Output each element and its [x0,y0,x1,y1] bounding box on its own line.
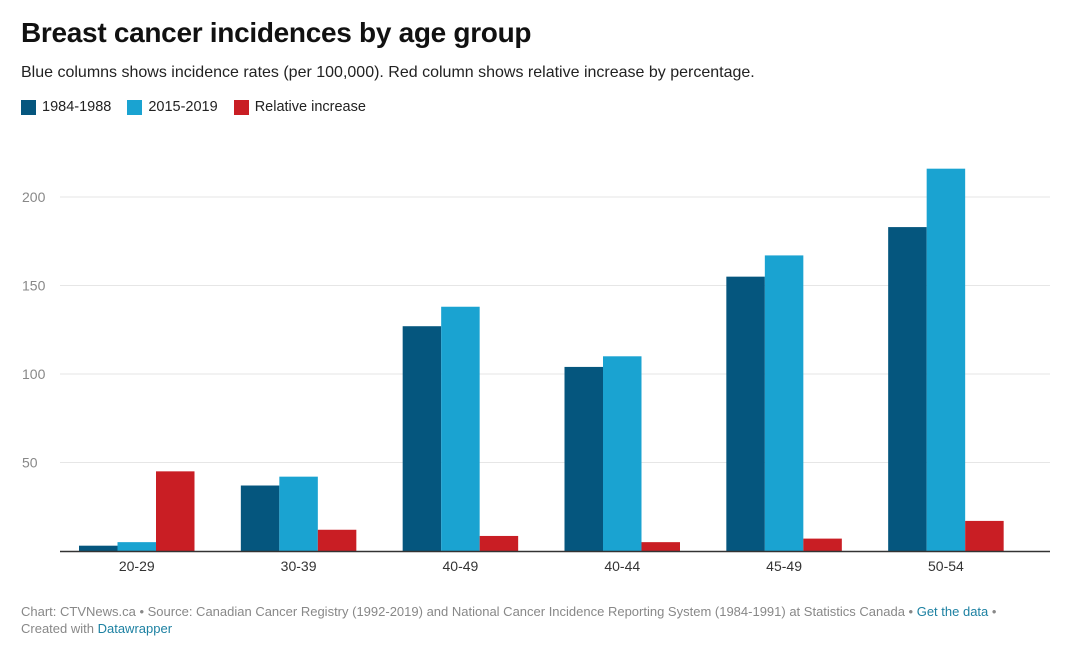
x-tick-label-40-44: 40-44 [604,558,640,574]
x-tick-label-30-39: 30-39 [281,558,317,574]
bar-relative-increase-20-29 [156,471,195,551]
legend-swatch-2015-2019 [127,99,143,115]
bar-1984-1988-50-54 [888,227,927,551]
x-tick-label-40-49: 40-49 [443,558,479,574]
bar-2015-2019-20-29 [117,542,156,551]
bar-1984-1988-30-39 [240,485,280,551]
legend-item-1984-1988: 1984-1988 [21,99,111,115]
chart-title: Breast cancer incidences by age group [21,17,532,48]
bar-relative-increase-40-44 [641,542,680,551]
bar-1984-1988-40-49 [402,326,442,551]
bar-1984-1988-45-49 [726,276,765,551]
datawrapper-link[interactable]: Datawrapper [97,621,173,636]
legend-label-2015-2019: 2015-2019 [148,99,218,115]
bar-1984-1988-40-44 [564,366,603,551]
bar-2015-2019-30-39 [279,476,318,551]
legend-swatch-relative-increase [233,99,249,115]
legend-swatch-1984-1988 [21,99,36,115]
legend-item-relative-increase: Relative increase [233,99,366,115]
bar-2015-2019-50-54 [926,168,966,551]
x-tick-label-50-54: 50-54 [928,558,964,574]
bar-2015-2019-40-49 [441,306,480,551]
legend-label-1984-1988: 1984-1988 [42,99,112,115]
legend-item-2015-2019: 2015-2019 [127,99,218,115]
footer: Chart: CTVNews.ca • Source: Canadian Can… [21,603,1041,637]
footer-source: Chart: CTVNews.ca • Source: Canadian Can… [21,604,917,619]
legend: 1984-1988 2015-2019 Relative increase [21,99,366,115]
x-tick-label-20-29: 20-29 [119,558,155,574]
bar-relative-increase-50-54 [965,520,1004,551]
y-tick-label-200: 200 [22,189,46,205]
bar-1984-1988-20-29 [79,545,118,551]
bar-relative-increase-30-39 [317,529,357,551]
bar-2015-2019-40-44 [603,356,642,551]
bar-chart-plot: 50 100 150 200 20-29 30-39 40-49 40-44 45-49 50-5… [22,168,1050,574]
get-the-data-link[interactable]: Get the data [916,604,989,619]
y-tick-label-150: 150 [22,278,46,294]
bar-2015-2019-45-49 [764,255,804,551]
y-tick-label-100: 100 [22,366,46,382]
footer-created: • Created with [21,604,997,636]
legend-label-relative-increase: Relative increase [254,99,366,115]
chart-subtitle: Blue columns shows incidence rates (per … [21,64,755,81]
x-tick-label-45-49: 45-49 [766,558,802,574]
bar-relative-increase-40-49 [479,535,519,551]
bar-relative-increase-45-49 [803,538,842,551]
y-tick-label-50: 50 [22,455,38,471]
